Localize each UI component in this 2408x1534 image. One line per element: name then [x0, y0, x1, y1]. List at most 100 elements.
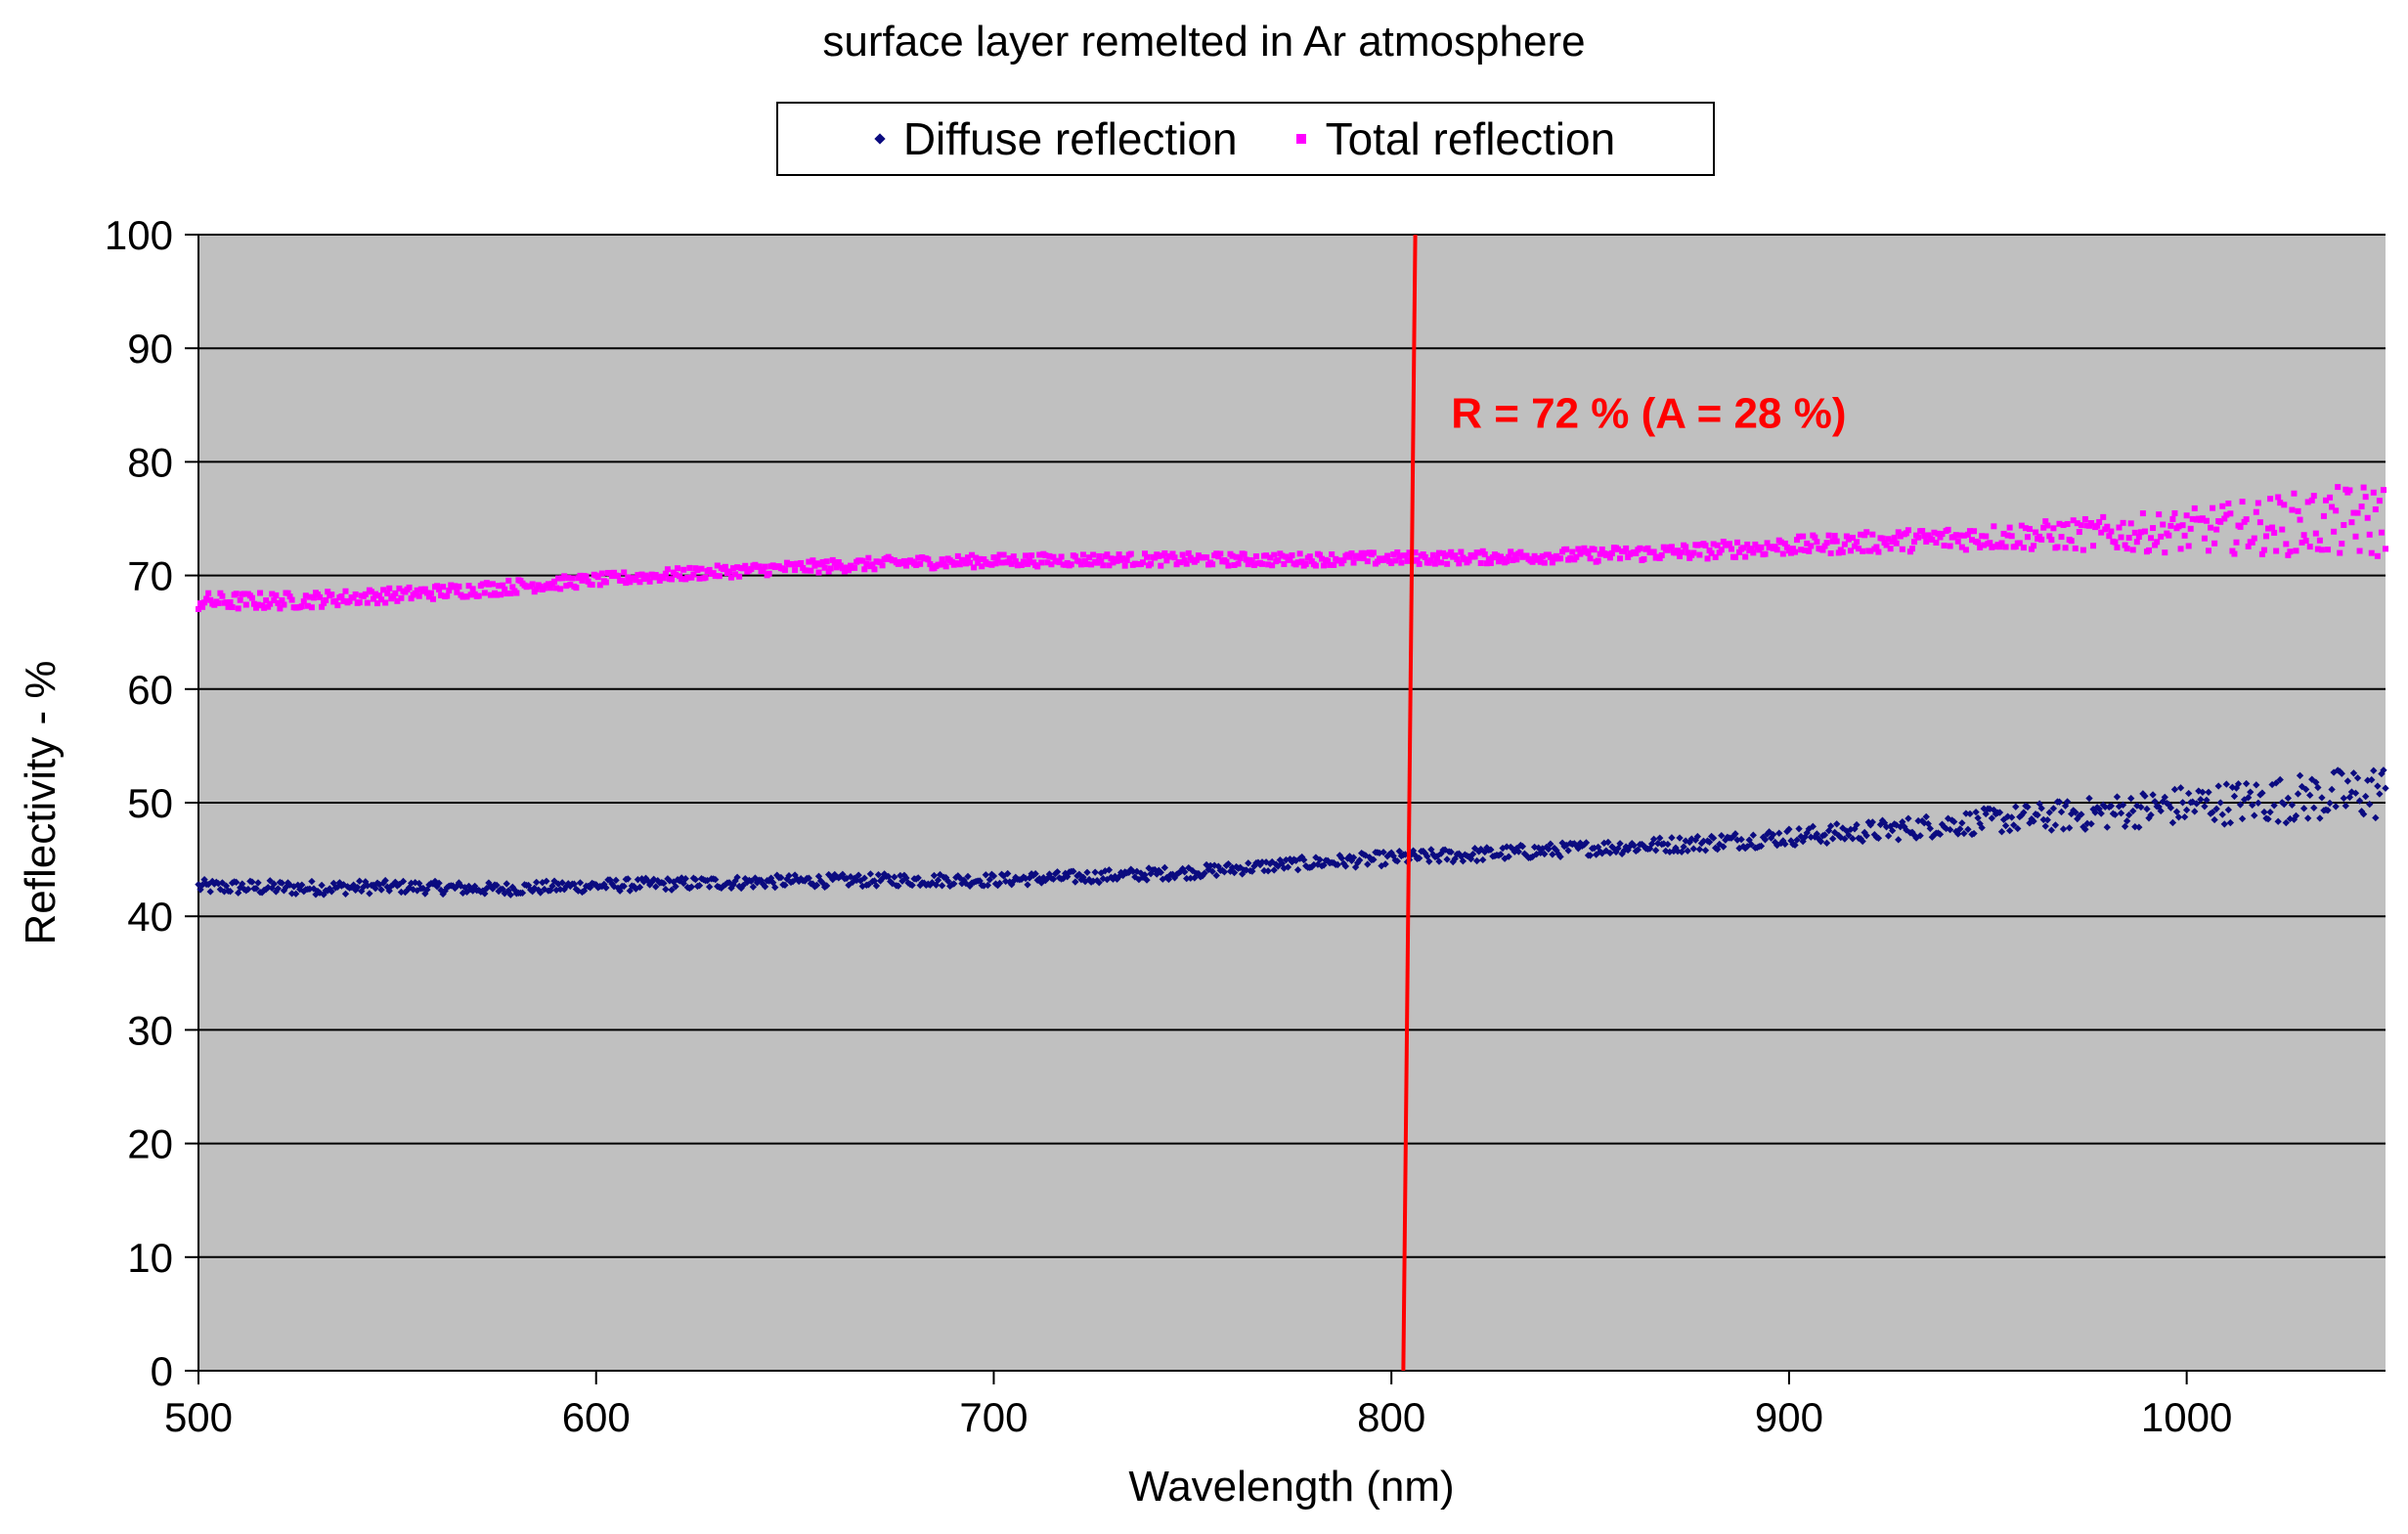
y-tick-label: 40	[127, 894, 173, 940]
legend-entry-total: Total reflection	[1295, 112, 1615, 165]
data-point-total	[1374, 558, 1380, 565]
data-point-total	[1557, 555, 1564, 562]
y-tick-label: 0	[151, 1348, 173, 1394]
data-point-total	[1869, 531, 1876, 538]
data-point-total	[545, 581, 551, 588]
data-point-total	[1152, 554, 1159, 561]
data-point-total	[1563, 546, 1570, 552]
data-point-diffuse	[1049, 875, 1058, 883]
data-point-total	[583, 573, 590, 580]
data-point-total	[317, 593, 324, 600]
data-point-total	[265, 603, 272, 610]
data-point-total	[1402, 552, 1409, 559]
data-point-diffuse	[1604, 838, 1612, 847]
data-point-diffuse	[1731, 830, 1739, 838]
y-tick-label: 100	[105, 212, 173, 258]
data-point-diffuse	[1208, 867, 1216, 875]
y-axis-label: Reflectivity - %	[17, 661, 65, 945]
y-tick-label: 20	[127, 1121, 173, 1167]
data-point-diffuse	[381, 876, 389, 885]
data-point-total	[2279, 526, 2286, 533]
data-point-total	[1758, 544, 1765, 550]
data-point-total	[1935, 530, 1942, 537]
data-point-total	[2269, 524, 2276, 531]
data-point-diffuse	[1379, 848, 1387, 856]
data-point-diffuse	[1341, 862, 1350, 870]
data-point-total	[1079, 551, 1086, 558]
data-point-diffuse	[1720, 843, 1728, 851]
data-point-total	[1597, 550, 1603, 557]
data-point-total	[1296, 550, 1303, 557]
data-point-total	[1316, 551, 1323, 558]
data-point-total	[625, 574, 632, 581]
data-point-total	[1185, 549, 1192, 556]
data-point-diffuse	[1962, 810, 1970, 817]
data-point-diffuse	[1364, 860, 1372, 868]
data-point-total	[2285, 551, 2292, 558]
data-point-total	[2306, 544, 2313, 550]
data-point-total	[2287, 548, 2294, 555]
data-point-diffuse	[1905, 814, 1912, 822]
data-point-total	[821, 564, 828, 571]
x-tick-label: 1000	[2141, 1394, 2232, 1440]
data-point-diffuse	[1095, 878, 1103, 887]
data-point-total	[1394, 548, 1401, 555]
data-point-diffuse	[681, 875, 689, 883]
data-point-total	[1911, 539, 1918, 546]
data-point-diffuse	[435, 879, 443, 887]
data-point-total	[1281, 561, 1288, 568]
data-point-diffuse	[733, 873, 741, 881]
data-point-total	[304, 602, 311, 609]
data-point-total	[338, 593, 345, 600]
data-point-total	[1119, 555, 1126, 562]
legend-label-diffuse: Diffuse reflection	[902, 113, 1238, 164]
data-point-total	[498, 592, 504, 598]
data-point-total	[2016, 540, 2023, 547]
data-point-total	[1827, 549, 1834, 556]
data-point-diffuse	[1284, 863, 1292, 871]
data-point-total	[362, 591, 369, 597]
data-point-diffuse	[1868, 818, 1876, 826]
data-point-total	[577, 572, 584, 579]
data-point-total	[1312, 562, 1319, 569]
data-point-total	[2362, 494, 2369, 501]
data-point-total	[2237, 523, 2244, 530]
data-point-total	[1779, 550, 1786, 557]
data-point-total	[722, 563, 728, 570]
data-point-diffuse	[270, 880, 278, 888]
data-point-total	[1412, 549, 1419, 556]
data-point-total	[2033, 529, 2039, 536]
data-point-total	[1794, 537, 1801, 544]
data-point-total	[975, 559, 982, 566]
data-point-total	[1114, 557, 1120, 564]
square-marker-icon	[1295, 134, 1306, 144]
data-point-total	[1104, 551, 1111, 558]
data-point-total	[1267, 554, 1274, 561]
data-point-total	[1094, 559, 1101, 566]
data-point-total	[1856, 546, 1862, 552]
data-point-diffuse	[777, 873, 785, 882]
data-point-total	[2004, 532, 2011, 539]
data-point-total	[1183, 560, 1190, 567]
data-point-total	[1356, 554, 1363, 561]
data-point-total	[2249, 539, 2255, 546]
data-point-diffuse	[1083, 868, 1091, 876]
data-point-diffuse	[1582, 839, 1591, 847]
data-point-total	[1025, 560, 1031, 567]
data-point-total	[2291, 490, 2298, 497]
data-point-diffuse	[660, 879, 668, 888]
data-point-total	[2295, 507, 2301, 514]
data-point-total	[2029, 546, 2036, 552]
data-point-total	[408, 595, 415, 602]
data-point-total	[1364, 558, 1371, 565]
data-point-total	[1012, 558, 1019, 565]
data-point-diffuse	[1649, 835, 1658, 844]
data-point-total	[1777, 539, 1784, 546]
data-point-total	[808, 567, 814, 574]
y-tick-label: 70	[127, 553, 173, 599]
data-point-diffuse	[328, 888, 335, 896]
data-point-total	[1444, 560, 1451, 567]
data-point-diffuse	[1586, 852, 1595, 859]
data-point-total	[1442, 552, 1449, 559]
data-point-total	[392, 590, 399, 596]
